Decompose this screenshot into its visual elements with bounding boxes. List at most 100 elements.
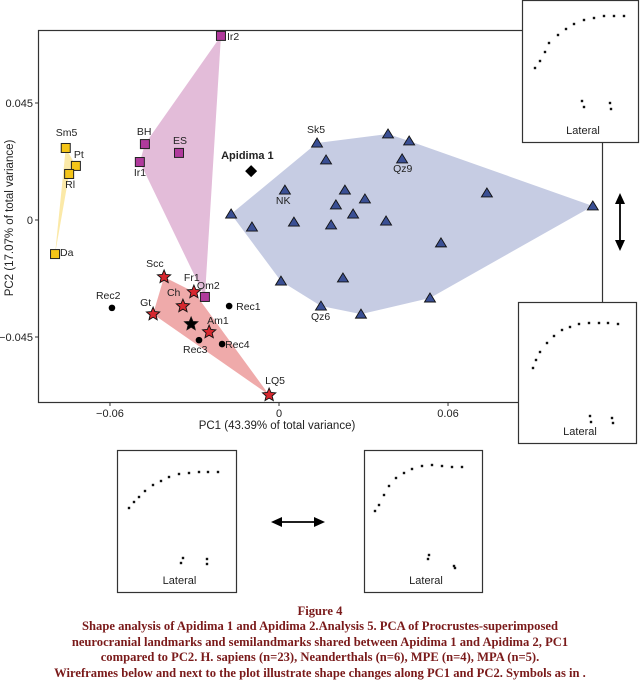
point-label: Rec1 [236, 301, 261, 313]
mpa-marker [60, 142, 71, 153]
mpa-marker [50, 249, 61, 260]
landmark-dot [450, 465, 454, 469]
point-label: Ir1 [134, 167, 146, 179]
wireframe-label: Lateral [566, 125, 600, 137]
mpe-marker [215, 30, 226, 41]
landmark-dot [582, 18, 586, 22]
wireframe-pc1-negative: Lateral [116, 449, 238, 594]
point-label: NK [276, 195, 291, 207]
wireframe-pc2-positive: Lateral [521, 0, 640, 144]
point-label: Gt [140, 297, 151, 309]
point-label: Rl [65, 179, 75, 191]
point-label: Rec4 [225, 339, 250, 351]
point-label: Sm5 [56, 127, 78, 139]
point-label: Ir2 [227, 31, 239, 43]
neanderthals-marker [261, 386, 277, 402]
h-sapiens-marker [346, 208, 360, 219]
caption-line: compared to PC2. H. sapiens (n=23), Nean… [100, 650, 540, 665]
landmark-dot [588, 414, 592, 418]
point-label: Om2 [197, 280, 220, 292]
landmark-dot [205, 562, 209, 566]
h-sapiens-marker [336, 272, 350, 283]
landmark-dot [394, 476, 398, 480]
landmark-dot [426, 557, 430, 561]
point-label: Pt [74, 149, 84, 161]
point-label: Qz6 [311, 311, 330, 323]
h-sapiens-marker [381, 128, 395, 139]
h-sapiens-marker [480, 187, 494, 198]
recent-other-marker [225, 302, 233, 310]
recent-other-marker [195, 336, 203, 344]
caption-line: neurocranial landmarks and semilandmarks… [71, 634, 569, 649]
landmark-dot [387, 484, 391, 488]
x-axis-label: PC1 (43.39% of total variance) [199, 420, 356, 432]
point-label: Fr1 [184, 272, 200, 284]
point-label: Am1 [207, 315, 229, 327]
mpe-marker [173, 147, 184, 158]
point-label: Ch [167, 287, 181, 299]
recent-other-marker [218, 340, 226, 348]
point-label: Qz9 [393, 163, 412, 175]
landmark-dot [137, 495, 141, 499]
landmark-dot [602, 14, 606, 18]
y-tick-label: −0.045 [0, 332, 33, 344]
landmark-dot [179, 561, 183, 565]
landmark-dot [560, 328, 564, 332]
mpe-marker [134, 157, 145, 168]
landmark-dot [556, 33, 560, 37]
landmark-dot [597, 321, 601, 325]
landmark-dot [587, 321, 591, 325]
landmark-dot [382, 493, 386, 497]
wireframe-box [517, 301, 638, 445]
landmark-dot [410, 467, 414, 471]
x-tick-label: 0.06 [437, 408, 458, 420]
landmark-dot [197, 470, 201, 474]
mpa-marker [64, 168, 75, 179]
wireframe-label: Lateral [163, 575, 197, 587]
landmark-dot [151, 483, 155, 487]
figure-caption: Figure 4 Shape analysis of Apidima 1 and… [0, 604, 640, 681]
landmark-dot [205, 557, 209, 561]
landmark-dot [453, 566, 457, 570]
landmark-dot [143, 489, 147, 493]
landmark-dot [611, 421, 615, 425]
wireframe-box [521, 0, 640, 144]
h-sapiens-marker [314, 300, 328, 311]
h-sapiens-marker [224, 208, 238, 219]
landmark-dot [402, 471, 406, 475]
axis-ticks: −0.06 0 0.06 0.045 0 −0.045 [0, 98, 459, 420]
y-tick-label: 0 [27, 215, 33, 227]
x-tick-label: 0 [276, 408, 282, 420]
h-sapiens-marker [274, 275, 288, 286]
pca-figure: −0.06 0 0.06 0.045 0 −0.045 PC1 (43.39% of to… [0, 0, 640, 594]
h-sapiens-marker [358, 193, 372, 204]
landmark-dot [206, 470, 210, 474]
h-sapiens-marker [338, 184, 352, 195]
h-sapiens-marker [287, 216, 301, 227]
hull-mpe [139, 35, 221, 297]
landmark-dot [132, 500, 136, 504]
y-axis-label: PC2 (17.07% of total variance) [4, 140, 16, 297]
apidima-1-marker [245, 165, 258, 178]
landmark-dot [538, 59, 542, 63]
h-sapiens-marker [324, 219, 338, 230]
horizontal-double-arrow-icon [271, 517, 325, 527]
landmark-dot [373, 509, 377, 513]
landmark-dot [531, 366, 535, 370]
landmark-dot [582, 105, 586, 109]
h-sapiens-marker [319, 154, 333, 165]
h-sapiens-marker [379, 215, 393, 226]
landmark-dot [543, 50, 547, 54]
wireframe-pc2-negative: Lateral [517, 301, 638, 445]
x-tick-label: −0.06 [96, 408, 124, 420]
landmark-dot [159, 479, 163, 483]
landmark-dot [608, 101, 612, 105]
landmark-dot [127, 506, 131, 510]
point-label: Apidima 1 [221, 150, 274, 162]
landmark-dot [538, 350, 542, 354]
landmark-dot [610, 416, 614, 420]
recent-other-marker [108, 304, 116, 312]
h-sapiens-marker [329, 199, 343, 210]
landmark-dot [427, 553, 431, 557]
